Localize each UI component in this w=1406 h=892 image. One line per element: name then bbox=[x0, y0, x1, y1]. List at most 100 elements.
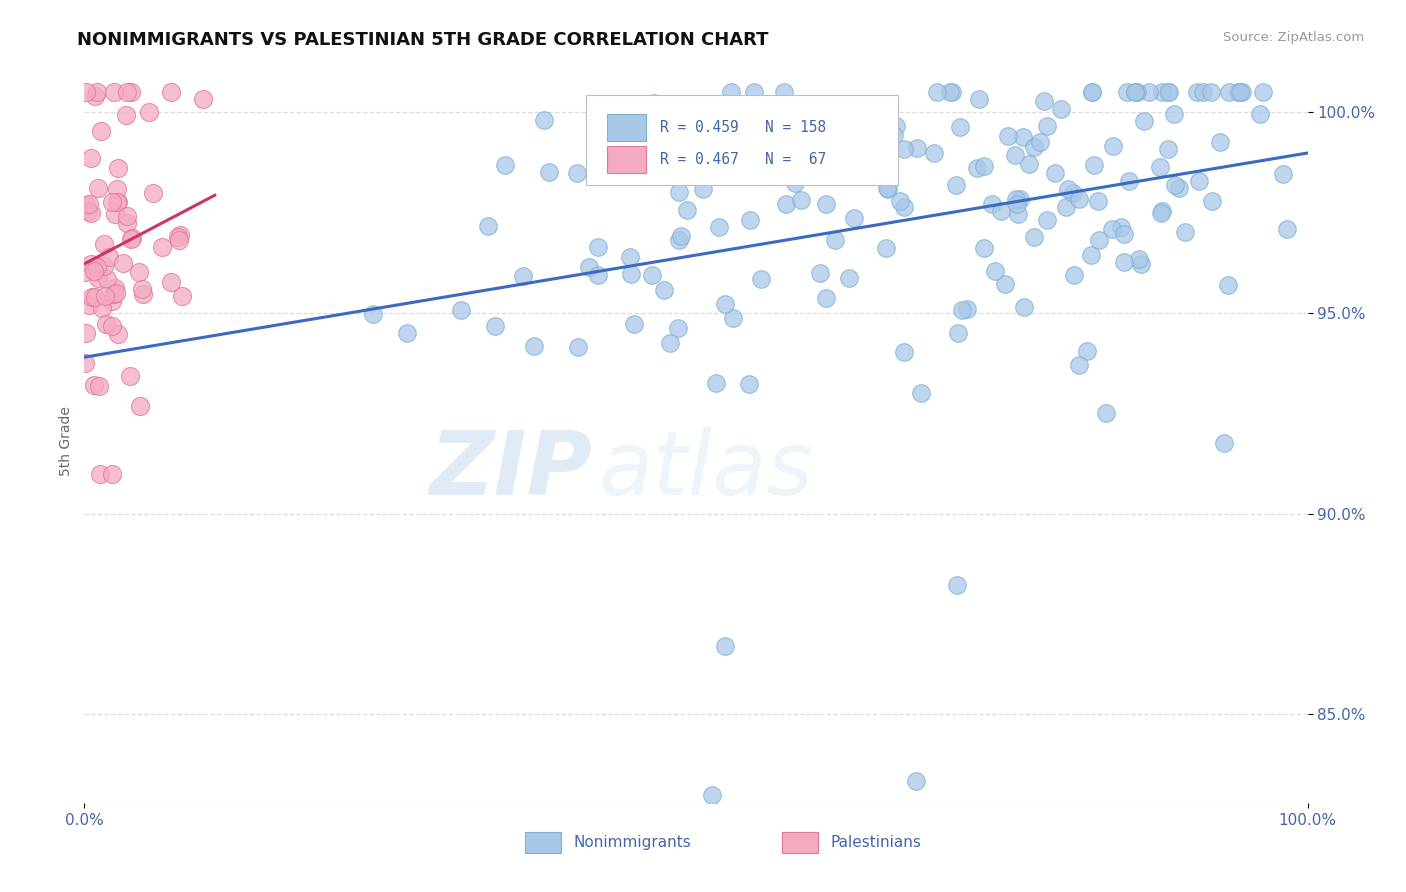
Point bbox=[1033, 94, 1056, 108]
Point bbox=[1199, 86, 1222, 100]
Bar bbox=[782, 831, 818, 854]
Point bbox=[107, 195, 129, 210]
Point bbox=[1007, 207, 1029, 221]
Point bbox=[100, 467, 122, 481]
Point bbox=[494, 158, 516, 172]
Point bbox=[904, 773, 927, 788]
Point bbox=[1004, 147, 1026, 161]
Point bbox=[623, 317, 645, 331]
Point bbox=[1057, 182, 1080, 196]
Point bbox=[90, 124, 112, 138]
Point bbox=[704, 376, 727, 391]
Point bbox=[1188, 174, 1211, 188]
Point bbox=[668, 186, 690, 200]
Text: Source: ZipAtlas.com: Source: ZipAtlas.com bbox=[1223, 31, 1364, 45]
Point bbox=[87, 379, 110, 393]
Point bbox=[714, 639, 737, 653]
Point bbox=[1050, 103, 1073, 117]
Point bbox=[808, 266, 831, 280]
Point bbox=[1109, 220, 1132, 235]
Point bbox=[586, 268, 609, 282]
Point bbox=[1115, 86, 1137, 100]
Point bbox=[641, 268, 664, 283]
Point bbox=[115, 210, 138, 224]
Point bbox=[83, 88, 105, 103]
Point bbox=[1118, 174, 1140, 188]
Point bbox=[79, 298, 101, 312]
Point bbox=[89, 467, 111, 481]
Point bbox=[107, 326, 129, 341]
Point bbox=[1114, 227, 1136, 241]
Point bbox=[1076, 343, 1098, 358]
Point bbox=[578, 260, 600, 274]
Point bbox=[884, 119, 907, 133]
Point bbox=[94, 289, 117, 303]
Point bbox=[876, 182, 898, 196]
Point bbox=[620, 267, 643, 281]
Point bbox=[94, 317, 117, 331]
Point bbox=[984, 264, 1007, 278]
Text: R = 0.459   N = 158: R = 0.459 N = 158 bbox=[661, 120, 827, 135]
Point bbox=[1275, 221, 1298, 235]
Point bbox=[121, 230, 143, 244]
Point bbox=[1080, 248, 1102, 262]
Point bbox=[773, 86, 796, 100]
Point bbox=[1128, 252, 1150, 267]
Point bbox=[83, 290, 105, 304]
Point bbox=[1005, 196, 1028, 211]
Point bbox=[668, 233, 690, 247]
Point bbox=[138, 105, 160, 120]
Point bbox=[740, 157, 762, 171]
Point bbox=[815, 197, 838, 211]
Point bbox=[101, 195, 124, 210]
Point bbox=[1054, 200, 1077, 214]
Point bbox=[1249, 107, 1271, 121]
Point bbox=[588, 240, 610, 254]
Point bbox=[103, 286, 125, 301]
Text: R = 0.467   N =  67: R = 0.467 N = 67 bbox=[661, 153, 827, 168]
Text: atlas: atlas bbox=[598, 427, 813, 514]
Point bbox=[115, 86, 138, 100]
Point bbox=[77, 204, 100, 219]
Point bbox=[1022, 229, 1045, 244]
Point bbox=[98, 250, 121, 264]
Point bbox=[395, 326, 418, 340]
Point bbox=[118, 368, 141, 383]
Point bbox=[112, 256, 135, 270]
Point bbox=[666, 321, 689, 335]
Point bbox=[105, 194, 128, 209]
Point bbox=[814, 291, 837, 305]
Point bbox=[75, 86, 97, 100]
Point bbox=[120, 232, 142, 246]
Point bbox=[103, 86, 125, 100]
Point bbox=[1157, 142, 1180, 156]
Point bbox=[949, 120, 972, 134]
Point bbox=[652, 283, 675, 297]
Point bbox=[170, 289, 193, 303]
Point bbox=[643, 96, 665, 111]
Point bbox=[692, 182, 714, 196]
Point bbox=[1102, 139, 1125, 153]
Point bbox=[80, 206, 103, 220]
Point bbox=[567, 340, 589, 354]
Point bbox=[1150, 203, 1173, 218]
Point bbox=[1149, 160, 1171, 174]
Point bbox=[945, 178, 967, 193]
Point bbox=[533, 113, 555, 128]
Point bbox=[700, 788, 723, 802]
Point bbox=[658, 335, 681, 350]
Point bbox=[695, 140, 717, 154]
Point bbox=[893, 143, 915, 157]
Point bbox=[1213, 436, 1236, 450]
Point bbox=[927, 86, 949, 100]
Point bbox=[997, 128, 1019, 143]
Point bbox=[1123, 86, 1146, 100]
Point bbox=[512, 269, 534, 284]
Point bbox=[1012, 129, 1035, 144]
Point bbox=[1081, 86, 1104, 100]
Point bbox=[1201, 194, 1223, 209]
Point bbox=[941, 86, 963, 100]
Point bbox=[922, 145, 945, 160]
Point bbox=[87, 181, 110, 195]
Point bbox=[720, 86, 742, 100]
